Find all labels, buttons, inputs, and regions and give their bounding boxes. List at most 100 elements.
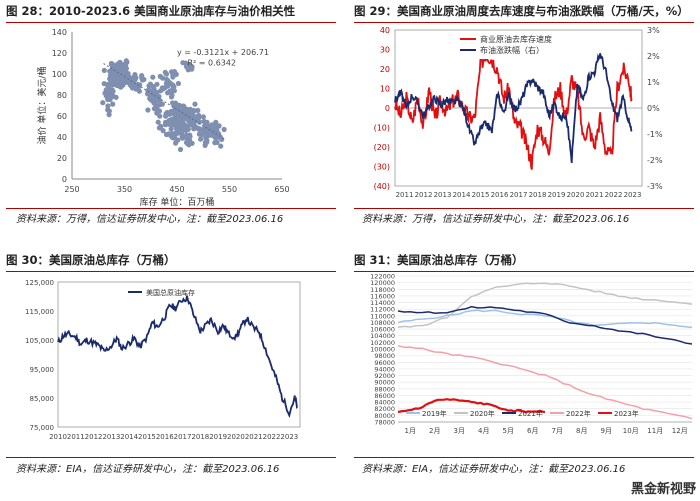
- y-tick-label: 120: [52, 49, 67, 58]
- x-tick-label: 1月: [405, 427, 416, 435]
- x-tick-label: 450: [169, 185, 184, 194]
- legend-label: 2020年: [470, 409, 495, 418]
- scatter-point: [169, 69, 175, 75]
- scatter-point: [106, 108, 112, 114]
- figure-29-bottom-rule: [354, 208, 694, 209]
- x-tick-label: 2月: [429, 427, 440, 435]
- y-tick-label: 80000: [374, 412, 395, 420]
- scatter-point: [196, 112, 202, 119]
- x-tick-label: 2010: [49, 433, 67, 441]
- scatter-point: [183, 127, 189, 134]
- scatter-point: [195, 107, 201, 114]
- y-tick-label: 84000: [374, 399, 395, 407]
- scatter-point: [158, 123, 164, 129]
- figure-29-chart: 40 30 20 10 0 (10) (20) (30) (40) 3% 2% 1% 0% -1% -2% -…: [374, 26, 663, 199]
- legend-label: 美国总原油库存: [146, 288, 195, 297]
- scatter-point: [163, 131, 170, 138]
- left-tick-label: 40: [380, 26, 390, 35]
- x-tick-label: 2023: [624, 191, 642, 199]
- series-line-2021年: [397, 305, 693, 345]
- trend-line: [103, 63, 225, 140]
- scatter-point: [170, 100, 176, 106]
- scatter-point: [127, 79, 133, 85]
- series-line-brent-change: [394, 53, 633, 163]
- watermark-logo: 黑金新视野: [630, 482, 696, 497]
- series-line-total-inventory: [57, 295, 298, 419]
- x-tick-label: 12月: [672, 427, 688, 435]
- x-tick-label: 2022: [263, 433, 281, 441]
- scatter-point: [212, 123, 218, 129]
- series-line-2022年: [397, 344, 693, 420]
- y-tick-label: 82000: [374, 405, 395, 413]
- scatter-point: [212, 135, 219, 141]
- scatter-point: [118, 61, 124, 67]
- figure-28-source: 资料来源：万得，信达证券研发中心，注：截至2023.06.16: [16, 214, 284, 225]
- scatter-point: [172, 104, 178, 110]
- x-tick-label: 2018: [191, 433, 209, 441]
- scatter-point: [101, 67, 107, 73]
- figure-30-source: 资料来源：EIA，信达证券研发中心，注：截至2023.06.16: [16, 464, 280, 475]
- scatter-point: [219, 136, 225, 142]
- x-tick-label: 650: [274, 185, 289, 194]
- legend-label: 2019年: [422, 409, 447, 418]
- scatter-point: [200, 128, 206, 134]
- y-tick-label: 96000: [374, 359, 395, 367]
- right-tick-label: 0%: [647, 104, 660, 113]
- scatter-point: [147, 95, 153, 102]
- x-tick-label: 2014: [120, 433, 138, 441]
- right-tick-label: -1%: [647, 130, 663, 139]
- y-tick-label: 78000: [374, 419, 395, 427]
- scatter-point: [175, 126, 181, 132]
- x-tick-label: 2015: [138, 433, 156, 441]
- scatter-point: [145, 107, 151, 113]
- scatter-point: [212, 140, 218, 146]
- scatter-point: [136, 88, 142, 94]
- left-tick-label: 10: [380, 85, 390, 94]
- scatter-point: [192, 101, 198, 107]
- figure-28-rule: [6, 22, 336, 23]
- scatter-point: [175, 80, 181, 87]
- x-tick-label: 2022: [605, 191, 623, 199]
- figure-31-source: 资料来源：EIA，信达证券研发中心，注：截至2023.06.16: [362, 464, 626, 475]
- scatter-point: [108, 77, 114, 83]
- scatter-point: [206, 130, 212, 136]
- figure-30-rule: [6, 271, 336, 272]
- scatter-point: [198, 136, 204, 142]
- scatter-point: [175, 130, 181, 136]
- y-tick-label: 94000: [374, 365, 395, 373]
- scatter-point: [159, 85, 165, 91]
- x-tick-label: 250: [64, 185, 79, 194]
- y-tick-label: 60: [57, 112, 67, 121]
- y-tick-label: 102000: [370, 339, 395, 347]
- y-tick-label: 90000: [374, 379, 395, 387]
- scatter-point: [183, 123, 189, 129]
- scatter-point: [118, 84, 124, 90]
- y-tick-label: 92000: [374, 372, 395, 380]
- left-tick-label: (10): [374, 124, 390, 133]
- figure-28-chart: 250 350 450 550 650 0 20 40 60 80 100 120 140 y = -0.…: [36, 28, 290, 208]
- x-tick-label: 350: [117, 185, 132, 194]
- x-tick-label: 6月: [527, 427, 538, 435]
- scatter-point: [147, 81, 153, 87]
- legend-label: 布油涨跌幅（右）: [480, 45, 544, 55]
- scatter-point: [185, 67, 191, 73]
- figure-29-title: 图 29：美国商业原油周度去库速度与布油涨跌幅（万桶/天，%）: [354, 4, 689, 18]
- scatter-point: [105, 96, 111, 102]
- y-tick-label: 118000: [370, 286, 395, 294]
- x-tick-label: 2013: [102, 433, 120, 441]
- scatter-point: [180, 103, 186, 109]
- x-tick-label: 2012: [85, 433, 103, 441]
- x-tick-label: 2023: [280, 433, 298, 441]
- y-tick-label: 122000: [370, 273, 395, 281]
- scatter-point: [170, 82, 176, 88]
- x-tick-label: 2021: [586, 191, 604, 199]
- scatter-point: [115, 80, 121, 86]
- scatter-point: [216, 123, 222, 129]
- y-tick-label: 80: [57, 91, 67, 100]
- regression-equation: y = -0.3121x + 206.71: [177, 48, 269, 57]
- figure-28-bottom-rule: [6, 208, 336, 209]
- scatter-point: [164, 76, 170, 83]
- right-tick-label: 1%: [647, 78, 660, 87]
- scatter-point: [168, 89, 174, 95]
- y-tick-label: 100: [52, 70, 67, 79]
